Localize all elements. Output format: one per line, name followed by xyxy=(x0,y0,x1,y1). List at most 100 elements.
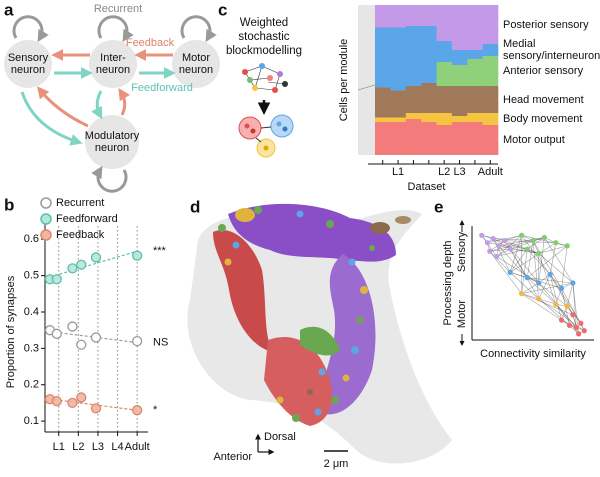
network-edge xyxy=(538,237,545,284)
network-edge xyxy=(538,282,568,307)
bar-segment xyxy=(390,117,407,122)
network-edge xyxy=(538,253,557,305)
network-edge xyxy=(566,282,574,307)
data-point xyxy=(524,275,530,281)
y-tick-label: 0.5 xyxy=(24,270,39,282)
bar-segment xyxy=(375,87,391,118)
data-point xyxy=(76,392,87,403)
panel-label: a xyxy=(4,0,14,19)
network-edge xyxy=(498,245,539,254)
x-tick-label: L3 xyxy=(92,441,104,453)
data-point xyxy=(484,240,490,246)
network-edge xyxy=(555,304,577,328)
x-tick-label: Adult xyxy=(125,441,150,453)
network-edge xyxy=(521,235,551,275)
network-edge xyxy=(496,256,539,284)
bar-segment xyxy=(405,119,422,155)
network-edge xyxy=(521,282,539,294)
data-point xyxy=(493,253,500,260)
data-point xyxy=(558,317,565,323)
node xyxy=(85,115,139,169)
feedback-arrow xyxy=(36,86,89,128)
orientation-label: Anterior xyxy=(213,451,252,463)
bar-segment xyxy=(436,41,453,62)
network-edge xyxy=(509,248,528,278)
bar-segment xyxy=(405,113,422,119)
data-point xyxy=(507,269,513,275)
significance-label: *** xyxy=(153,245,167,257)
bar-segment xyxy=(375,117,391,122)
data-point xyxy=(496,243,502,249)
network-edge xyxy=(521,235,568,247)
network-edge xyxy=(527,240,534,278)
bar-segment xyxy=(421,26,437,83)
network-edge xyxy=(572,314,579,334)
legend-marker xyxy=(40,197,52,209)
bar-segment xyxy=(421,113,437,122)
network-edge xyxy=(521,293,562,321)
x-tick-label: L2 xyxy=(72,441,84,453)
orientation-label: Dorsal xyxy=(264,431,296,443)
network-edge xyxy=(555,288,562,305)
legend-label: Medial sensory/interneuron xyxy=(503,38,600,62)
significance-label: NS xyxy=(153,336,168,348)
bar-segment xyxy=(390,5,407,28)
bar-segment xyxy=(467,86,483,113)
data-point xyxy=(547,271,553,278)
network-edge xyxy=(538,245,568,254)
legend-marker xyxy=(40,229,52,241)
x-axis-label: Dataset xyxy=(408,181,446,193)
bar-segment xyxy=(375,5,391,28)
feedforward-arrow xyxy=(20,91,83,146)
feedforward-arrow xyxy=(91,90,103,120)
data-point xyxy=(67,397,78,409)
significance-label: * xyxy=(153,404,158,416)
bar-segment xyxy=(482,5,499,44)
network-edge xyxy=(521,293,539,300)
bar-segment xyxy=(467,122,483,155)
data-point xyxy=(507,246,513,252)
data-point xyxy=(76,339,87,350)
data-point xyxy=(536,280,542,286)
data-point xyxy=(581,328,587,334)
data-point xyxy=(487,248,493,254)
edge-label: Feedback xyxy=(126,37,175,49)
bar-segment xyxy=(375,27,391,88)
circuit-diagram: Recurrent Feedback Feedforward xyxy=(4,3,220,193)
data-point xyxy=(536,296,542,302)
x-tick-label: L2 xyxy=(438,166,450,178)
y-axis-label: Processing depth xyxy=(442,241,454,326)
data-point xyxy=(76,259,87,270)
x-tick-label: L3 xyxy=(453,166,465,178)
node xyxy=(89,40,137,88)
data-point xyxy=(570,280,576,286)
recurrent-arrow xyxy=(180,15,217,43)
data-point xyxy=(132,250,143,261)
network-edge xyxy=(561,245,568,289)
network-edge xyxy=(504,240,556,244)
bar-segment xyxy=(451,50,468,65)
blockmodel-icon xyxy=(238,63,294,158)
node-label: Inter-neuron xyxy=(95,52,131,76)
network-edge xyxy=(496,235,522,257)
network-edge xyxy=(492,238,511,273)
data-point xyxy=(67,263,78,274)
bar-segment xyxy=(436,113,453,125)
network-edge xyxy=(498,245,528,278)
bar-segment xyxy=(482,56,499,86)
bar-segment xyxy=(421,83,437,113)
network-edge xyxy=(521,282,573,294)
network-edge xyxy=(538,253,574,284)
network-edge xyxy=(510,242,556,273)
data-point xyxy=(479,232,485,238)
legend-label: Head movement xyxy=(503,93,584,106)
x-tick-label: L1 xyxy=(53,441,65,453)
flow-line xyxy=(357,84,376,91)
data-point xyxy=(576,331,582,337)
network-edge xyxy=(527,277,557,305)
network-edge xyxy=(493,238,534,241)
data-point xyxy=(519,232,525,238)
trend-line xyxy=(49,250,138,278)
x-tick-label: L1 xyxy=(392,166,404,178)
